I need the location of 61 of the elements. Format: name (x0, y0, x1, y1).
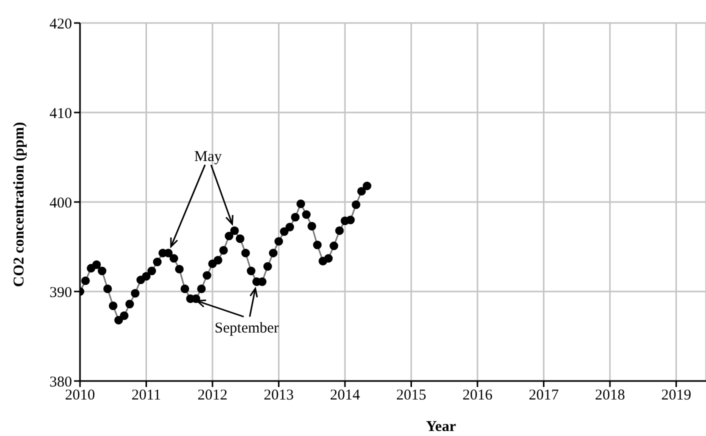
point (114, 316, 123, 324)
point (153, 258, 162, 266)
point (164, 248, 173, 258)
x-tick-label: 2018 (594, 388, 625, 404)
point (180, 284, 190, 294)
point (147, 266, 156, 276)
point (142, 272, 151, 281)
y-tick-label: 410 (50, 106, 72, 122)
point (296, 199, 306, 208)
point (214, 256, 222, 264)
point (120, 311, 128, 320)
point (219, 246, 228, 255)
x-axis-title: Year (426, 419, 456, 435)
annotation: May (194, 148, 222, 165)
point (246, 266, 256, 276)
point (92, 260, 101, 269)
point (290, 212, 300, 222)
point (274, 237, 284, 246)
point (335, 226, 344, 235)
x-tick-label: 2015 (396, 388, 426, 404)
point (108, 302, 118, 310)
point (346, 216, 355, 224)
annotation: September (214, 320, 279, 337)
point (230, 226, 239, 235)
x-tick-label: 2016 (462, 388, 493, 404)
point (280, 227, 289, 236)
x-tick-label: 2019 (661, 388, 692, 404)
point (81, 276, 90, 286)
x-tick-label: 2012 (197, 388, 228, 404)
point (285, 222, 294, 232)
point (308, 222, 316, 230)
point (130, 288, 140, 298)
point (268, 248, 278, 258)
x-tick-label: 2011 (132, 388, 161, 404)
y-tick-label: 420 (50, 16, 72, 32)
point (352, 200, 360, 209)
point (170, 254, 178, 263)
point (302, 210, 311, 219)
point (98, 266, 106, 276)
point (313, 240, 322, 250)
point (103, 284, 112, 294)
point (125, 300, 134, 308)
y-tick-label: 400 (50, 195, 72, 212)
y-tick-label: 390 (50, 284, 72, 301)
point (224, 232, 234, 240)
x-tick-label: 2013 (264, 388, 294, 404)
point (362, 182, 372, 190)
point (236, 234, 244, 243)
x-tick-label: 2014 (330, 388, 360, 404)
x-tick-label: 2017 (528, 388, 560, 404)
point (357, 186, 366, 196)
point (197, 284, 206, 294)
y-axis-title: CO2 concentration (ppm) (11, 122, 28, 287)
point (175, 264, 184, 274)
point (241, 248, 250, 258)
point (263, 262, 272, 271)
point (330, 242, 338, 250)
point (324, 254, 333, 263)
y-tick-label: 380 (50, 374, 72, 390)
x-tick-label: 2010 (65, 388, 95, 404)
point (202, 271, 212, 280)
